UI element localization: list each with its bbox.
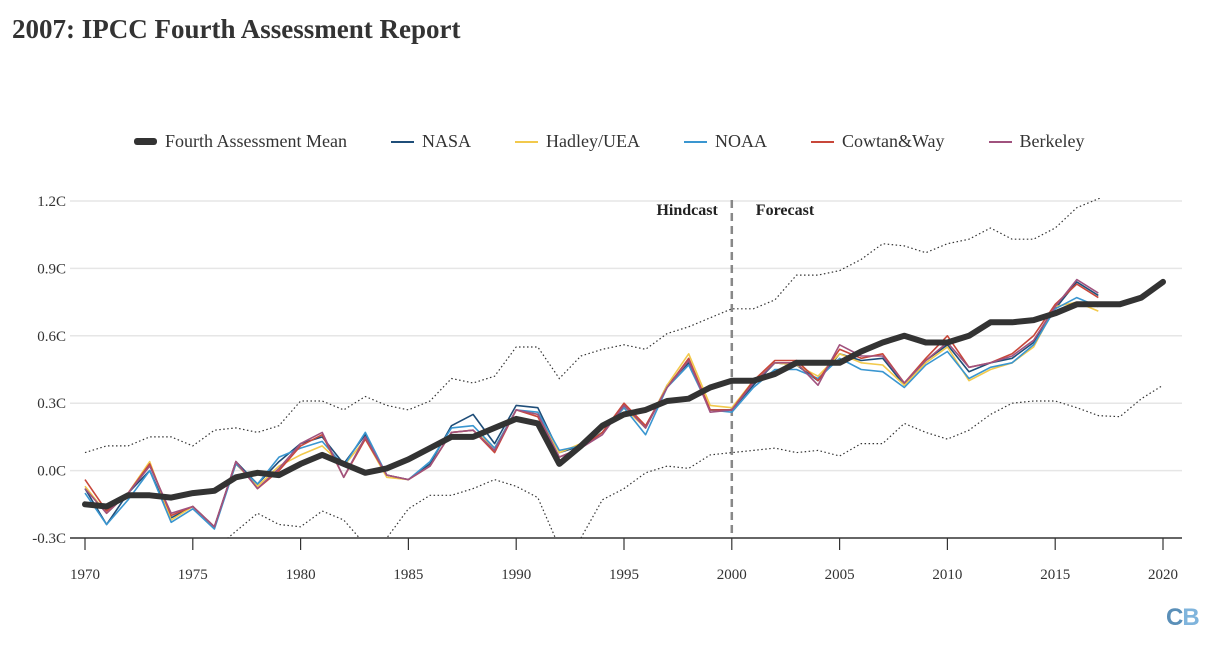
legend-swatch-noaa bbox=[684, 140, 707, 143]
x-tick-label: 2005 bbox=[825, 567, 855, 583]
series-line-noaa bbox=[84, 296, 1099, 530]
legend-swatch-mean bbox=[134, 138, 157, 145]
x-tick-label: 1975 bbox=[178, 567, 208, 583]
series-line-berkeley bbox=[84, 278, 1099, 528]
legend-label-mean: Fourth Assessment Mean bbox=[165, 131, 347, 151]
y-tick-label: 0.9C bbox=[37, 261, 66, 277]
legend-item-berkeley: Berkeley bbox=[988, 131, 1085, 152]
legend-label-hadley: Hadley/UEA bbox=[546, 131, 640, 151]
x-tick-label: 2010 bbox=[932, 567, 962, 583]
legend: Fourth Assessment Mean NASA Hadley/UEA N… bbox=[134, 131, 1129, 152]
y-tick-label: 0.0C bbox=[37, 464, 66, 480]
series-line-nasa bbox=[84, 281, 1099, 528]
gridlines bbox=[70, 200, 1182, 472]
y-tick-label: 1.2C bbox=[37, 194, 66, 210]
legend-item-hadley: Hadley/UEA bbox=[515, 131, 640, 152]
chart-title: 2007: IPCC Fourth Assessment Report bbox=[12, 14, 461, 44]
x-tick-label: 1970 bbox=[70, 567, 100, 583]
legend-item-mean: Fourth Assessment Mean bbox=[134, 131, 347, 152]
plot-lines bbox=[82, 198, 1166, 538]
legend-swatch-berkeley bbox=[988, 140, 1012, 143]
series-line-cowtan bbox=[84, 283, 1099, 528]
x-tick-label: 2000 bbox=[717, 567, 747, 583]
upper-bound-line bbox=[84, 198, 1102, 454]
legend-item-cowtan: Cowtan&Way bbox=[811, 131, 945, 152]
x-tick-label: 1985 bbox=[393, 567, 423, 583]
forecast-label: Forecast bbox=[756, 202, 815, 219]
x-tick-label: 1980 bbox=[286, 567, 316, 583]
legend-label-cowtan: Cowtan&Way bbox=[842, 131, 945, 151]
legend-label-berkeley: Berkeley bbox=[1019, 131, 1085, 151]
mean-line bbox=[82, 278, 1166, 510]
x-tick-label: 2015 bbox=[1040, 567, 1070, 583]
lower-bound-line bbox=[226, 384, 1164, 538]
y-axis: -0.3C 0.0C 0.3C 0.6C 0.9C 1.2C bbox=[32, 194, 66, 547]
legend-swatch-nasa bbox=[391, 140, 414, 143]
carbon-brief-logo: CB bbox=[1166, 604, 1200, 631]
x-tick-label: 2020 bbox=[1148, 567, 1178, 583]
y-tick-label: 0.6C bbox=[37, 329, 66, 345]
legend-label-nasa: NASA bbox=[422, 131, 472, 151]
x-tick-label: 1995 bbox=[609, 567, 639, 583]
hindcast-label: Hindcast bbox=[656, 202, 718, 219]
legend-item-noaa: NOAA bbox=[684, 131, 767, 152]
x-tick-label: 1990 bbox=[501, 567, 531, 583]
legend-item-nasa: NASA bbox=[391, 131, 471, 152]
legend-swatch-hadley bbox=[515, 140, 539, 143]
x-axis: 1970 1975 1980 1985 1990 1995 2000 2005 2010 2015… bbox=[70, 537, 1182, 583]
y-tick-label: -0.3C bbox=[32, 531, 66, 547]
legend-swatch-cowtan bbox=[811, 140, 834, 143]
legend-label-noaa: NOAA bbox=[715, 131, 767, 151]
y-tick-label: 0.3C bbox=[37, 396, 66, 412]
